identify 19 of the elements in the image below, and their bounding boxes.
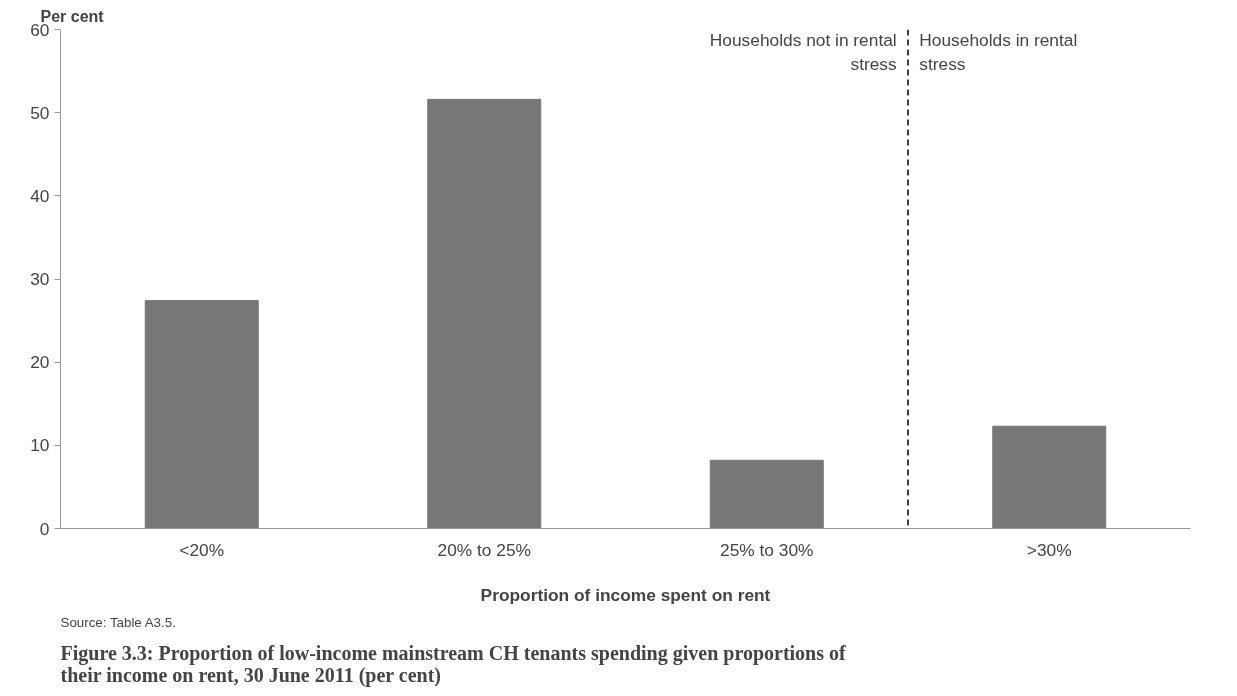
bar — [144, 300, 259, 529]
annotation: Households in rental stress — [919, 29, 1078, 74]
x-tick-label: 20% to 25% — [437, 539, 531, 560]
y-tick-label: 0 — [39, 518, 50, 539]
y-tick-label: 10 — [30, 435, 50, 456]
x-tick-label: <20% — [179, 539, 225, 560]
x-tick-label: >30% — [1026, 539, 1072, 560]
y-tick-label: 40 — [30, 185, 50, 206]
bar — [427, 98, 542, 529]
x-axis-title: Proportion of income spent on rent — [480, 584, 771, 605]
y-tick-label: 50 — [30, 102, 50, 123]
bar — [709, 459, 824, 529]
text: Figure 3.3: Proportion of low-income mainstream CH tenants spending given proportions of their income on rent, 30 June 2011 (per cent) — [60, 641, 847, 687]
x-tick-label: 25% to 30% — [720, 539, 814, 560]
bar — [992, 425, 1107, 529]
annotation: Households not in rental stress — [709, 29, 898, 74]
y-tick-label: 30 — [30, 269, 50, 289]
source-note: Source: Table A3.5. — [60, 614, 176, 630]
y-tick-label: 20 — [30, 352, 50, 373]
